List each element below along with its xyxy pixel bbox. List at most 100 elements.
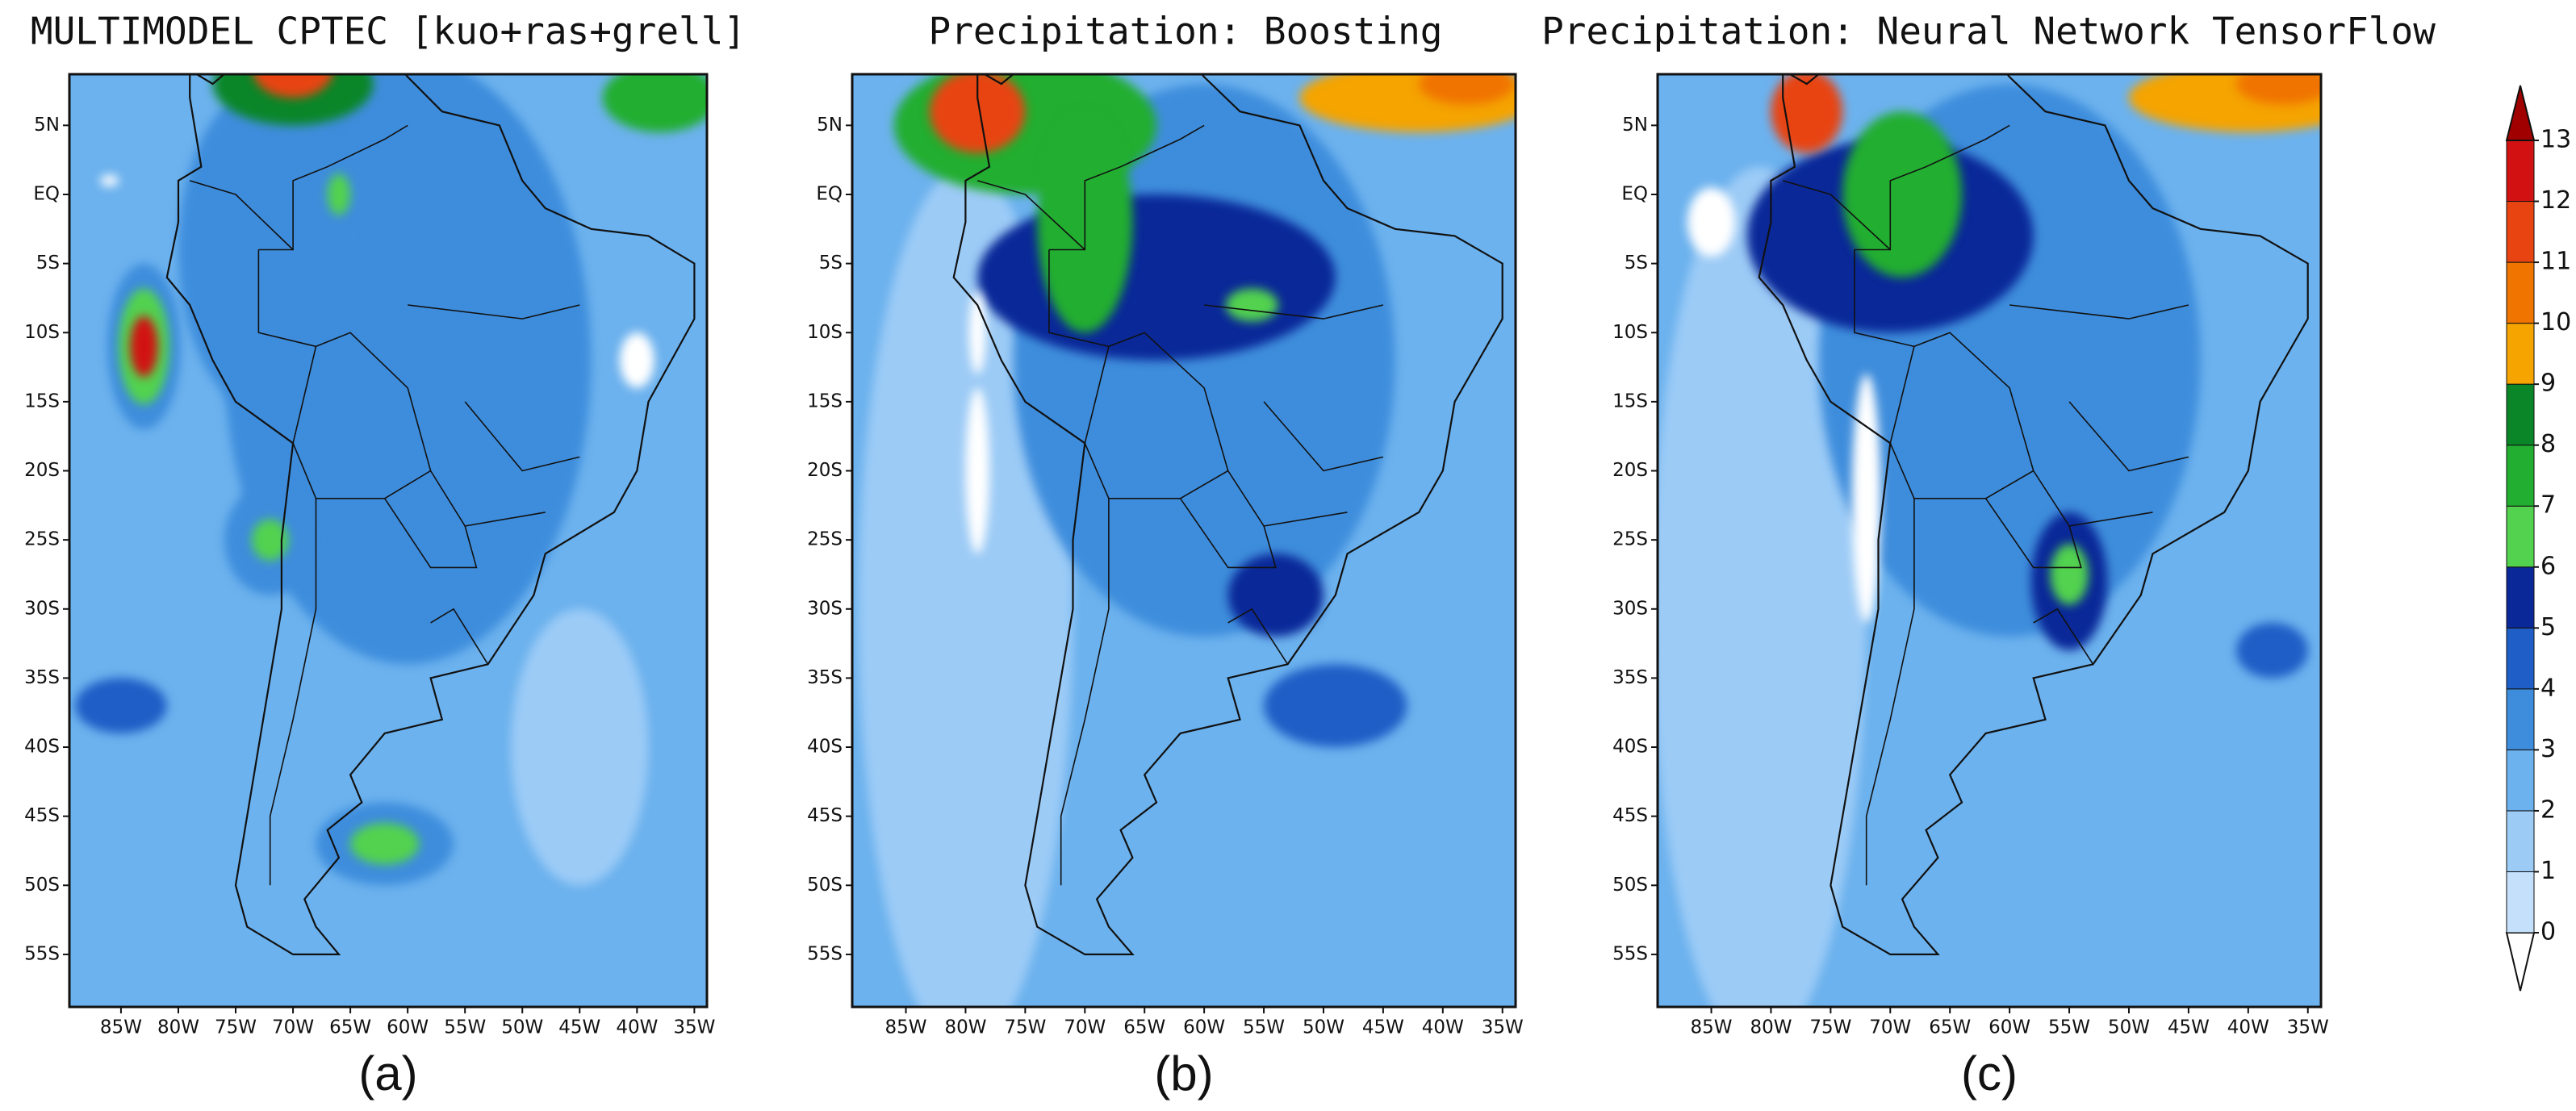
border <box>408 304 580 320</box>
colorbar-segment <box>2506 505 2535 568</box>
lat-label: 55S <box>1612 943 1648 964</box>
lon-label: 75W <box>215 1017 257 1038</box>
colorbar-segment <box>2506 445 2535 507</box>
map-panel <box>852 74 1516 1007</box>
colorbar-label: 8 <box>2540 430 2556 458</box>
border <box>2033 608 2094 665</box>
lat-label: 40S <box>24 737 60 758</box>
precip-area <box>350 823 420 865</box>
panel-title: MULTIMODEL CPTEC [kuo+ras+grell] <box>31 10 746 53</box>
lat-label: EQ <box>1621 183 1648 204</box>
panel-title: Precipitation: Neural Network TensorFlow <box>1541 10 2436 53</box>
colorbar-segment <box>2506 261 2535 324</box>
border <box>1782 180 1891 251</box>
lon-label: 70W <box>1869 1017 1911 1038</box>
precip-area <box>338 83 523 250</box>
border <box>1048 124 1205 251</box>
lat-label: 20S <box>1612 460 1648 481</box>
border <box>464 401 580 472</box>
lat-label: EQ <box>33 183 60 204</box>
lat-label: 15S <box>1612 391 1648 411</box>
lat-label: 10S <box>807 322 843 343</box>
precip-area <box>1851 374 1881 623</box>
border <box>1854 124 2010 251</box>
colorbar-segment <box>2506 627 2535 690</box>
lat-label: 45S <box>24 805 60 826</box>
precip-area <box>2236 74 2321 105</box>
panel-caption: (c) <box>1961 1046 2018 1101</box>
border <box>1889 332 2034 499</box>
lon-label: 45W <box>2168 1017 2210 1038</box>
lat-label: 5N <box>817 115 843 136</box>
colorbar-segment <box>2506 871 2535 933</box>
border <box>384 470 478 569</box>
border <box>1854 249 1915 348</box>
precip-area <box>212 74 374 126</box>
lat-label: 45S <box>807 805 843 826</box>
colorbar-label: 6 <box>2540 552 2556 580</box>
lon-label: 75W <box>1004 1017 1046 1038</box>
lon-label: 60W <box>1988 1017 2030 1038</box>
lon-label: 85W <box>1691 1017 1733 1038</box>
lat-label: 5S <box>36 253 60 274</box>
colorbar-label: 13 <box>2540 126 2571 154</box>
coastline <box>165 74 696 955</box>
lat-label: 40S <box>807 737 843 758</box>
colorbar-label: 10 <box>2540 308 2571 336</box>
precip-area <box>100 175 119 186</box>
colorbar-segment <box>2506 140 2535 203</box>
lon-label: 45W <box>1362 1017 1404 1038</box>
lat-label: 20S <box>807 460 843 481</box>
border <box>1179 470 1277 569</box>
lat-label: 25S <box>1612 529 1648 550</box>
precip-area <box>75 678 167 733</box>
panel-caption: (b) <box>1154 1046 1213 1101</box>
lon-label: 85W <box>100 1017 142 1038</box>
precip-area <box>930 74 1026 153</box>
lat-label: 20S <box>24 460 60 481</box>
lon-label: 50W <box>1303 1017 1344 1038</box>
lat-label: 50S <box>24 875 60 896</box>
precip-area <box>602 74 707 132</box>
border <box>2068 401 2189 472</box>
lon-label: 55W <box>444 1017 486 1038</box>
colorbar-label: 1 <box>2540 857 2556 885</box>
lat-label: 30S <box>1612 598 1648 619</box>
coastline <box>952 74 1503 955</box>
coastline <box>1758 74 2309 955</box>
border <box>2068 512 2153 527</box>
lon-label: 35W <box>673 1017 715 1038</box>
precip-area <box>327 173 351 215</box>
lat-label: 5S <box>1625 253 1648 274</box>
colorbar-segment <box>2506 201 2535 263</box>
lon-label: 50W <box>2108 1017 2150 1038</box>
border <box>1084 332 1229 499</box>
lat-label: 5S <box>819 253 843 274</box>
precip-area <box>977 194 1336 361</box>
lat-label: 5N <box>1622 115 1648 136</box>
border <box>292 332 432 499</box>
lon-label: 40W <box>2227 1017 2269 1038</box>
lat-label: 30S <box>24 598 60 619</box>
lat-label: 35S <box>1612 667 1648 688</box>
colorbar-label: 9 <box>2540 370 2556 398</box>
border <box>1263 512 1348 527</box>
precip-area <box>1842 111 1962 278</box>
lat-label: 50S <box>807 875 843 896</box>
lat-label: 35S <box>807 667 843 688</box>
border <box>1263 401 1384 472</box>
lon-label: 80W <box>157 1017 199 1038</box>
precip-area <box>620 332 654 388</box>
colorbar-under <box>2505 932 2536 992</box>
lon-label: 75W <box>1809 1017 1851 1038</box>
lat-label: EQ <box>816 183 843 204</box>
lon-label: 40W <box>616 1017 658 1038</box>
colorbar-segment <box>2506 383 2535 446</box>
precip-area <box>1225 288 1278 322</box>
colorbar-segment <box>2506 810 2535 872</box>
lon-label: 55W <box>1243 1017 1285 1038</box>
precip-area <box>1687 187 1736 257</box>
precip-area <box>253 74 333 98</box>
border <box>258 124 408 251</box>
